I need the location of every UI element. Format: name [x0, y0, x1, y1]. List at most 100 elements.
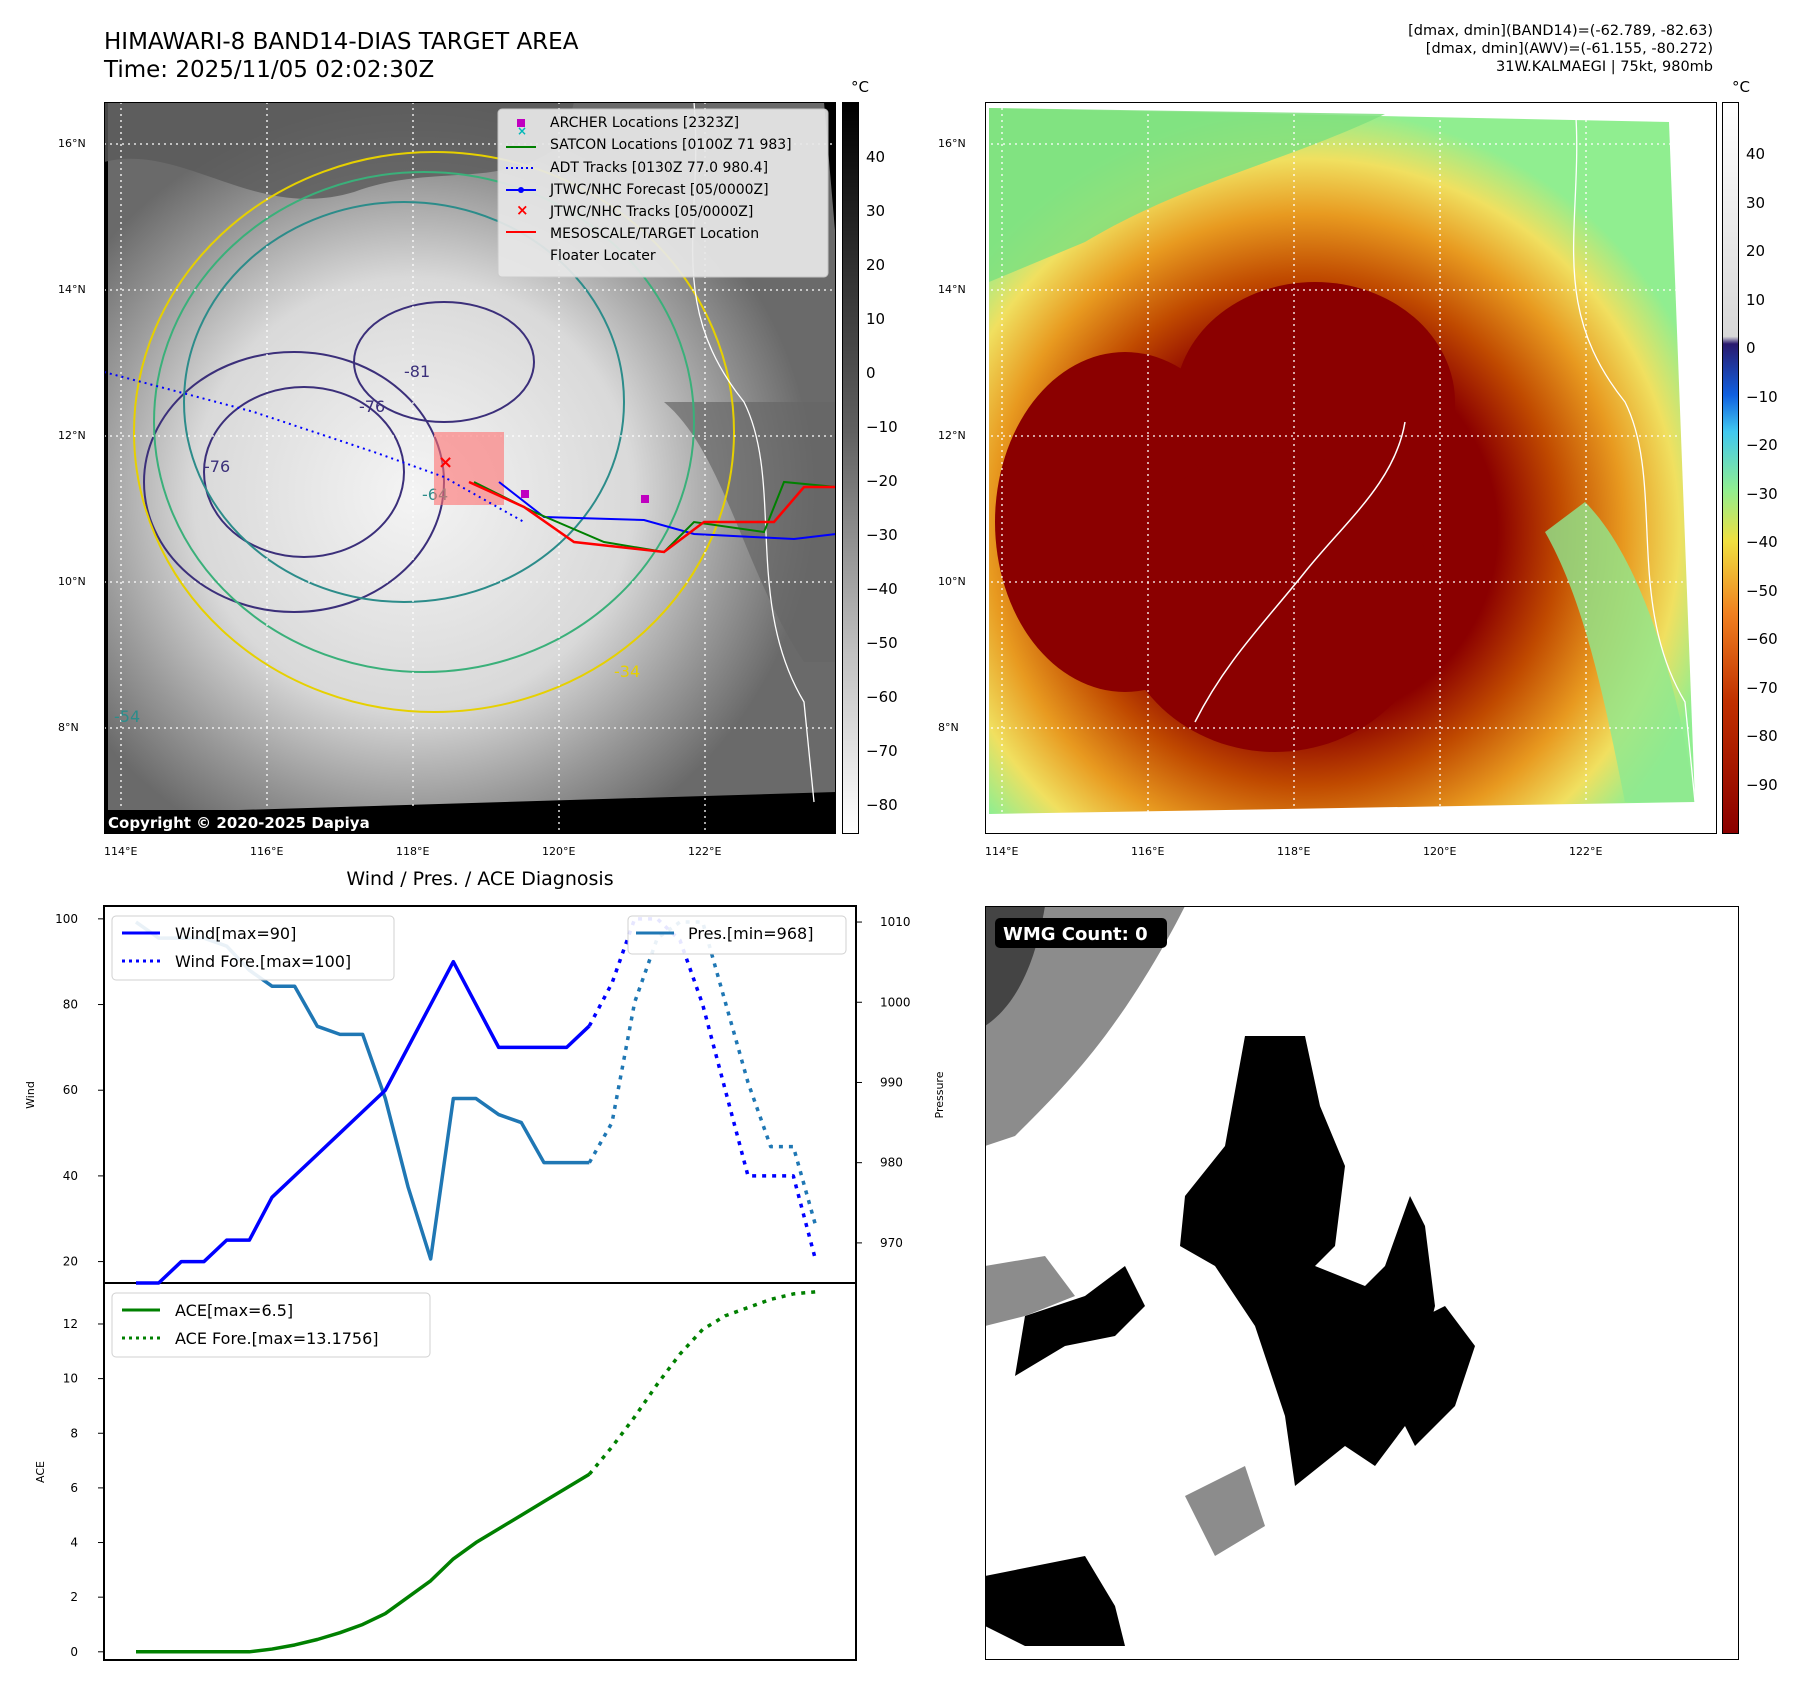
colorbar-tick: 20 [1746, 242, 1766, 260]
ace-line [136, 1472, 591, 1654]
colorbar-tick: −60 [866, 688, 898, 706]
ace-tick-label: 10 [63, 1372, 78, 1386]
colorbar-tick: −50 [1746, 581, 1778, 600]
wmg-count-label: WMG Count: 0 [1003, 924, 1148, 945]
awv-colorbar [1722, 102, 1739, 834]
legend-satcon-marker: × [517, 124, 527, 138]
pressure-ylabel: Pressure [933, 1071, 946, 1118]
ace-tick-label: 6 [70, 1481, 78, 1495]
contour-label: -81 [404, 362, 430, 381]
pressure-tick-label: 970 [880, 1236, 903, 1250]
contour-north [353, 301, 535, 423]
colorbar-tick: −40 [866, 580, 898, 598]
colorbar-tick: 40 [1746, 145, 1766, 163]
colorbar-tick: −10 [1746, 387, 1778, 406]
legend-label: Wind[max=90] [175, 924, 296, 943]
coastline-east [1572, 102, 1696, 803]
wmg-panel: WMG Count: 0 [985, 906, 1739, 1660]
band14-range: [dmax, dmin](BAND14)=(-62.789, -82.63) [1408, 23, 1713, 39]
legend-label: ARCHER Locations [2323Z] [550, 115, 739, 131]
colorbar-tick: 10 [866, 310, 886, 328]
legend-label: ACE[max=6.5] [175, 1301, 293, 1320]
contour-green [153, 171, 695, 673]
ace-legend: ACE[max=6.5] ACE Fore.[max=13.1756] [111, 1292, 431, 1358]
contour-teal [183, 201, 625, 603]
adt-track [473, 480, 836, 554]
clear-sky-east [664, 402, 836, 662]
awv-gridlines [985, 102, 1717, 834]
colorbar-tick: 10 [1746, 290, 1766, 309]
contour-label: -54 [114, 707, 140, 726]
awv-range: [dmax, dmin](AWV)=(-61.155, -80.272) [1425, 41, 1713, 57]
wmg-black-west [1015, 1266, 1145, 1376]
lat-tick: 16°N [58, 137, 86, 150]
contour-label: -34 [614, 662, 640, 681]
contour-yellow [133, 151, 735, 713]
lat-tick: 10°N [58, 575, 86, 588]
ace-forecast-line [587, 1290, 817, 1476]
lat-tick: 14°N [938, 283, 966, 296]
lon-tick: 114°E [985, 845, 1019, 858]
wmg-black-sw [985, 1556, 1125, 1646]
ace-tick-label: 0 [70, 1645, 78, 1659]
palawan-coastline [1194, 421, 1406, 723]
ace-tick-label: 8 [70, 1426, 78, 1440]
lon-tick: 114°E [104, 845, 138, 858]
contour-label: -76 [359, 397, 385, 416]
wmg-black-east [1385, 1306, 1475, 1446]
contour-inner [203, 386, 405, 558]
lon-tick: 122°E [688, 845, 722, 858]
legend-label: Wind Fore.[max=100] [175, 952, 351, 971]
wind-tick-label: 100 [55, 912, 78, 926]
colorbar-tick: −70 [866, 742, 898, 760]
colorbar-tick: 20 [866, 256, 886, 274]
colorbar-tick: −70 [1746, 678, 1778, 697]
colorbar-tick: 30 [1746, 193, 1766, 212]
moist-area-nw [989, 108, 1385, 282]
storm-info: [dmax, dmin](BAND14)=(-62.789, -82.63) [… [1408, 22, 1713, 76]
lon-tick: 118°E [1277, 845, 1311, 858]
storm-name-intensity: 31W.KALMAEGI | 75kt, 980mb [1496, 59, 1713, 75]
legend-label: MESOSCALE/TARGET Location [550, 226, 759, 242]
contour-label: -76 [204, 457, 230, 476]
colorbar-tick: −80 [1746, 727, 1778, 745]
lon-tick: 120°E [542, 845, 576, 858]
dry-core-south [1115, 452, 1435, 752]
legend-label: ACE Fore.[max=13.1756] [175, 1329, 379, 1348]
pressure-legend: Pres.[min=968] [627, 915, 847, 955]
colorbar-tick: −40 [1746, 533, 1778, 551]
ace-ylabel: ACE [34, 1461, 47, 1483]
wind-ylabel: Wind [24, 1081, 37, 1109]
legend-target-marker: × [516, 201, 529, 219]
legend-label: JTWC/NHC Tracks [05/0000Z] [549, 204, 753, 220]
wmg-black-main [1180, 1036, 1435, 1486]
lon-tick: 118°E [396, 845, 430, 858]
wind-tick-label: 20 [63, 1255, 78, 1269]
legend-label: JTWC/NHC Forecast [05/0000Z] [549, 182, 769, 198]
legend-label: SATCON Locations [0100Z 71 983] [550, 137, 792, 153]
wmg-gray-area [985, 906, 1185, 1146]
colorbar-tick: −20 [866, 472, 898, 490]
ir-map-panel: -76 -81 -76 -64 -54 -34 × Copyright © 20… [104, 102, 836, 834]
wmg-gray-south [1185, 1466, 1265, 1556]
lon-tick: 116°E [1131, 845, 1165, 858]
wind-tick-label: 80 [63, 998, 78, 1012]
colorbar-tick: −60 [1746, 630, 1778, 648]
lat-tick: 16°N [938, 137, 966, 150]
legend-label: Pres.[min=968] [688, 924, 813, 943]
lat-tick: 14°N [58, 283, 86, 296]
colorbar-tick: −80 [866, 796, 898, 814]
jtwc-track [498, 481, 836, 541]
wind-forecast-line [587, 917, 818, 1263]
wmg-count-box [995, 918, 1167, 948]
copyright-box [104, 810, 414, 834]
jtwc-forecast-track [104, 371, 525, 523]
target-location-marker: × [438, 452, 453, 473]
lat-tick: 12°N [58, 429, 86, 442]
wind-tick-label: 40 [63, 1169, 78, 1183]
colorbar-tick: −10 [866, 418, 898, 436]
pressure-tick-label: 1000 [880, 995, 911, 1009]
lon-tick: 120°E [1423, 845, 1457, 858]
diagnosis-chart: Wind Pressure ACE 1008060402010101000990… [24, 905, 946, 1661]
pressure-forecast-line [587, 920, 818, 1228]
